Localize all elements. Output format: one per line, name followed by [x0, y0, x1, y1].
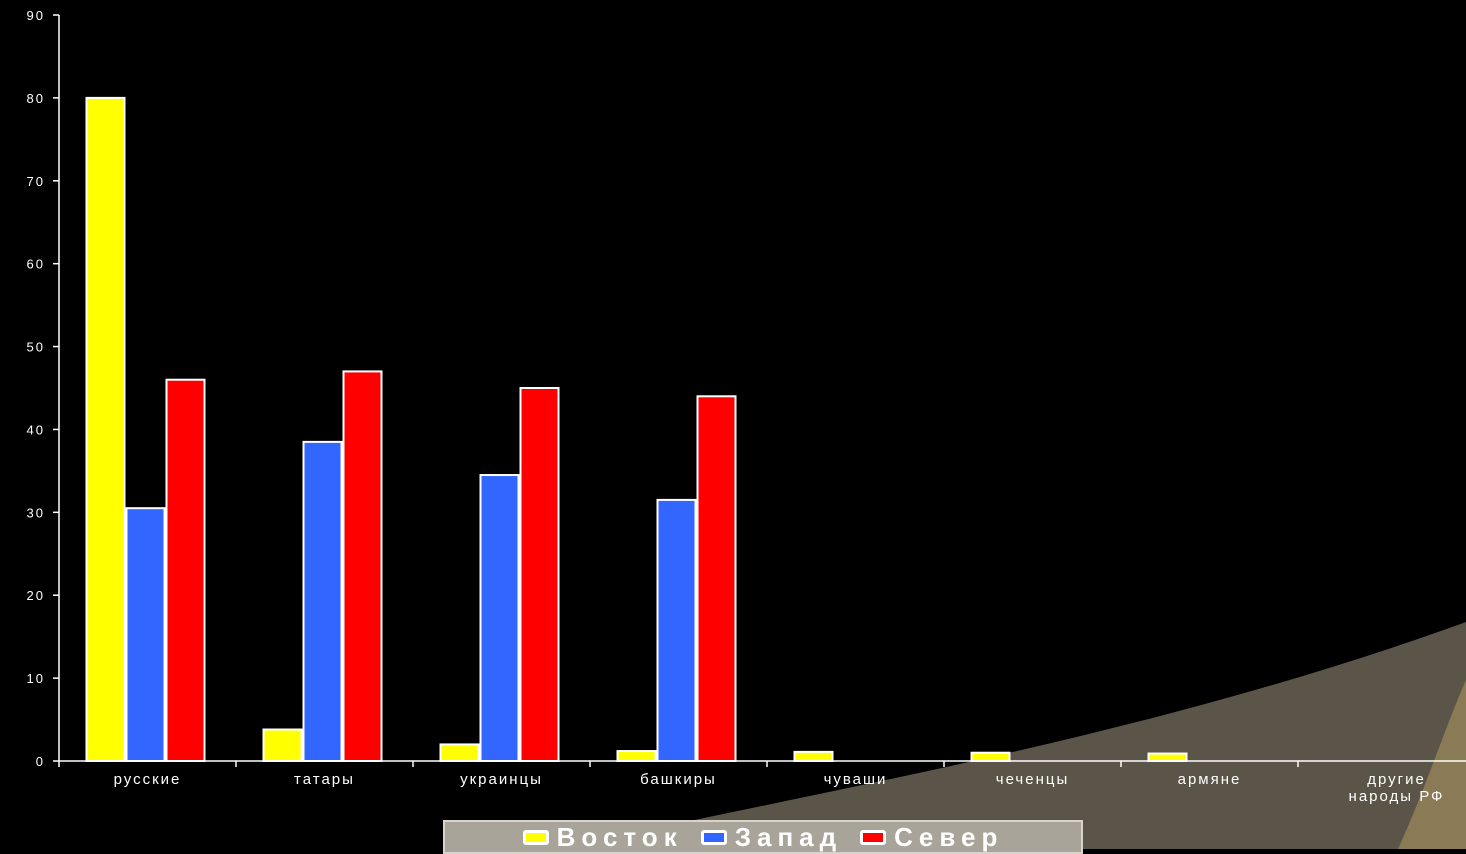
legend-label-zapad: Запад	[734, 821, 843, 852]
category-labels: русские татары украинцы башкиры чуваши чеченц…	[114, 771, 1445, 805]
bar-1-2	[342, 370, 383, 762]
axes: 0 10 20 30 40 50 60 70 80 90	[27, 8, 1466, 769]
bar-4-0	[793, 750, 834, 762]
y-tick-label: 90	[27, 8, 45, 23]
category-label: чуваши	[824, 771, 888, 788]
bar-0-2	[165, 378, 206, 762]
bar-3-0	[616, 750, 657, 763]
y-tick-label: 20	[27, 588, 45, 603]
category-label: русские	[114, 771, 182, 788]
y-tick-label: 0	[36, 754, 45, 769]
legend-item-zapad: Запад	[700, 821, 843, 853]
category-label: другие народы РФ	[1349, 771, 1445, 805]
y-tick-label: 50	[27, 340, 45, 355]
bar-2-0	[439, 743, 480, 763]
decorative-corner-accent	[1398, 680, 1466, 849]
y-tick-label: 70	[27, 174, 45, 189]
bar-0-0	[85, 96, 126, 762]
y-tick-label: 60	[27, 257, 45, 272]
bar-2-1	[479, 474, 520, 762]
bar-3-1	[656, 498, 697, 762]
bar-3-2	[696, 395, 737, 762]
category-label: чеченцы	[996, 771, 1069, 788]
legend-swatch-zapad	[700, 829, 727, 845]
category-label: украинцы	[460, 771, 543, 788]
y-tick-label: 10	[27, 671, 45, 686]
y-tick-label: 30	[27, 505, 45, 520]
legend-label-vostok: Восток	[556, 821, 683, 852]
category-label-line: народы РФ	[1349, 788, 1445, 805]
bar-5-0	[970, 751, 1011, 763]
bar-6-0	[1147, 752, 1188, 762]
bar-2-2	[519, 387, 560, 762]
legend: Восток Запад Север	[443, 820, 1083, 854]
legend-item-vostok: Восток	[522, 821, 683, 853]
legend-label-sever: Север	[894, 821, 1004, 852]
category-label: татары	[294, 771, 355, 788]
legend-swatch-sever	[860, 829, 887, 845]
bar-1-1	[302, 440, 343, 762]
category-label: башкиры	[640, 771, 717, 788]
y-tick-label: 40	[27, 422, 45, 437]
y-tick-label: 80	[27, 91, 45, 106]
bars	[85, 96, 1188, 763]
category-label-line: другие	[1367, 771, 1426, 788]
legend-swatch-vostok	[522, 829, 549, 845]
category-label: армяне	[1178, 771, 1242, 788]
bar-1-0	[262, 728, 303, 762]
bar-0-1	[125, 507, 166, 763]
legend-item-sever: Север	[860, 822, 1003, 853]
